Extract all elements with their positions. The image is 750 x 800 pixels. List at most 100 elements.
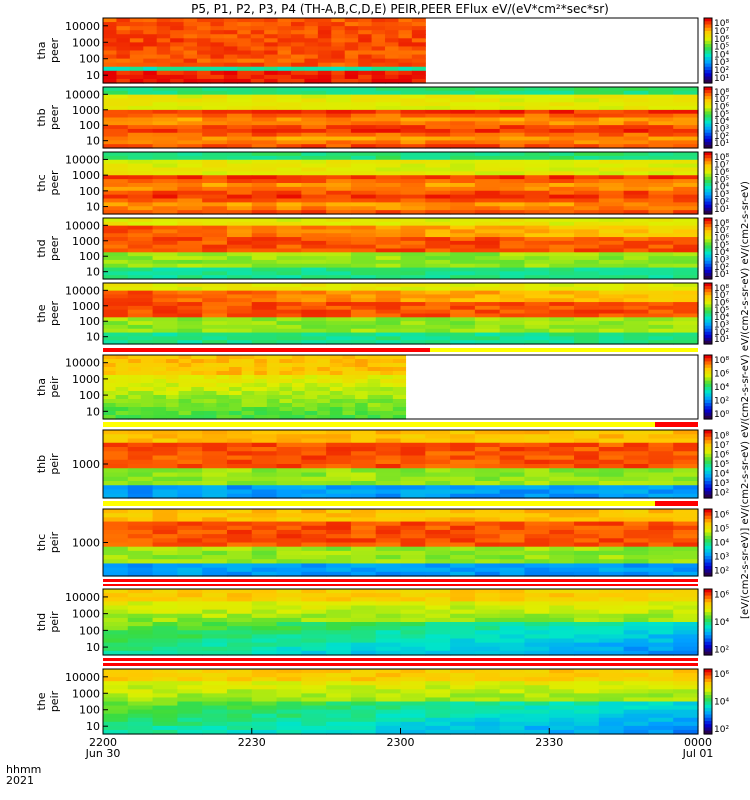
heatmap-cell [251, 509, 278, 514]
heatmap-cell [648, 521, 674, 527]
heatmap-cell [623, 175, 650, 180]
heatmap-cell [574, 198, 600, 203]
heatmap-cell [549, 113, 575, 119]
heatmap-cell [380, 415, 394, 420]
heatmap-cell [474, 98, 501, 103]
heatmap-cell [648, 634, 674, 640]
heatmap-cell [128, 383, 142, 388]
heatmap-cell [331, 18, 346, 23]
heatmap-cell [301, 673, 327, 678]
heatmap-cell [264, 62, 279, 68]
heatmap-cell [226, 324, 253, 330]
heatmap-cell [623, 132, 650, 138]
heatmap-cell [116, 70, 131, 76]
colorbar-tick-label: 10⁶ [714, 510, 729, 520]
heatmap-cell [103, 529, 129, 535]
heatmap-cell [103, 701, 129, 707]
heatmap-cell [474, 713, 501, 719]
heatmap-cell [166, 411, 180, 416]
heatmap-cell [474, 163, 501, 169]
heatmap-cell [251, 206, 278, 211]
heatmap-cell [355, 367, 369, 372]
heatmap-cell [237, 22, 252, 27]
colorbar-step [704, 552, 712, 557]
heatmap-cell [350, 650, 377, 656]
heatmap-cell [673, 593, 699, 598]
colorbar-tick-label: 10² [714, 328, 729, 338]
heatmap-cell [623, 713, 650, 719]
heatmap-cell [301, 128, 327, 134]
heatmap-cell [276, 567, 302, 573]
heatmap-cell [301, 194, 327, 200]
colorbar-tick-label: 10² [714, 725, 729, 735]
heatmap-cell [474, 159, 501, 165]
heatmap-cell [276, 617, 302, 623]
heatmap-cell [549, 121, 575, 126]
heatmap-cell [623, 709, 650, 715]
colorbar-step [704, 173, 712, 178]
heatmap-cell [127, 175, 154, 180]
heatmap-cell [524, 485, 550, 491]
heatmap-cell [450, 481, 476, 486]
heatmap-cell [251, 571, 278, 577]
heatmap-cell [152, 509, 178, 514]
colorbar-step [704, 40, 712, 45]
heatmap-cell [103, 693, 129, 699]
heatmap-cell [623, 210, 650, 215]
heatmap-cell [648, 202, 674, 207]
heatmap-cell [226, 171, 253, 176]
heatmap-cell [474, 438, 501, 444]
heatmap-cell [450, 534, 476, 539]
heatmap-cell [350, 546, 377, 552]
heatmap-cell [549, 175, 575, 180]
heatmap-cell [226, 332, 253, 337]
heatmap-cell [301, 290, 327, 296]
heatmap-cell [342, 355, 356, 360]
heatmap-cell [177, 144, 203, 149]
heatmap-cell [499, 340, 526, 345]
heatmap-cell [425, 693, 451, 699]
y-tick-label: 1000 [72, 687, 100, 700]
heatmap-cell [574, 155, 600, 161]
heatmap-cell [574, 140, 600, 145]
heatmap-cell [371, 74, 386, 80]
heatmap-cell [425, 121, 451, 126]
heatmap-cell [277, 18, 292, 23]
heatmap-cell [103, 62, 118, 68]
heatmap-cell [524, 442, 550, 448]
heatmap-cell [648, 298, 674, 303]
heatmap-cell [317, 399, 331, 404]
colorbar-step [704, 272, 712, 277]
heatmap-cell [329, 387, 344, 392]
heatmap-cell [673, 597, 699, 602]
heatmap-cell [202, 302, 228, 307]
heatmap-cell [474, 90, 501, 96]
heatmap-cell [143, 34, 158, 39]
heatmap-cell [143, 66, 158, 72]
heatmap-cell [598, 481, 625, 486]
heatmap-cell [178, 371, 192, 376]
heatmap-cell [229, 375, 243, 380]
heatmap-cell [375, 693, 402, 699]
heatmap-cell [127, 87, 154, 92]
heatmap-cell [450, 271, 476, 276]
colorbar-step [704, 358, 712, 362]
heatmap-cell [326, 622, 352, 627]
heatmap-cell [276, 546, 302, 552]
heatmap-cell [623, 509, 650, 514]
heatmap-cell [450, 638, 476, 644]
heatmap-cell [127, 438, 154, 444]
heatmap-cell [524, 210, 550, 215]
heatmap-cell [648, 256, 674, 261]
heatmap-cell [623, 252, 650, 257]
heatmap-cell [177, 442, 203, 448]
heatmap-cell [598, 109, 625, 115]
heatmap-cell [304, 403, 318, 408]
colorbar-tick-label: 10⁸ [714, 284, 729, 294]
heatmap-cell [326, 109, 352, 115]
heatmap-cell [127, 534, 154, 539]
heatmap-cell [524, 179, 550, 184]
heatmap-cell [301, 481, 327, 486]
heatmap-cell [574, 538, 600, 544]
heatmap-cell [103, 263, 129, 269]
